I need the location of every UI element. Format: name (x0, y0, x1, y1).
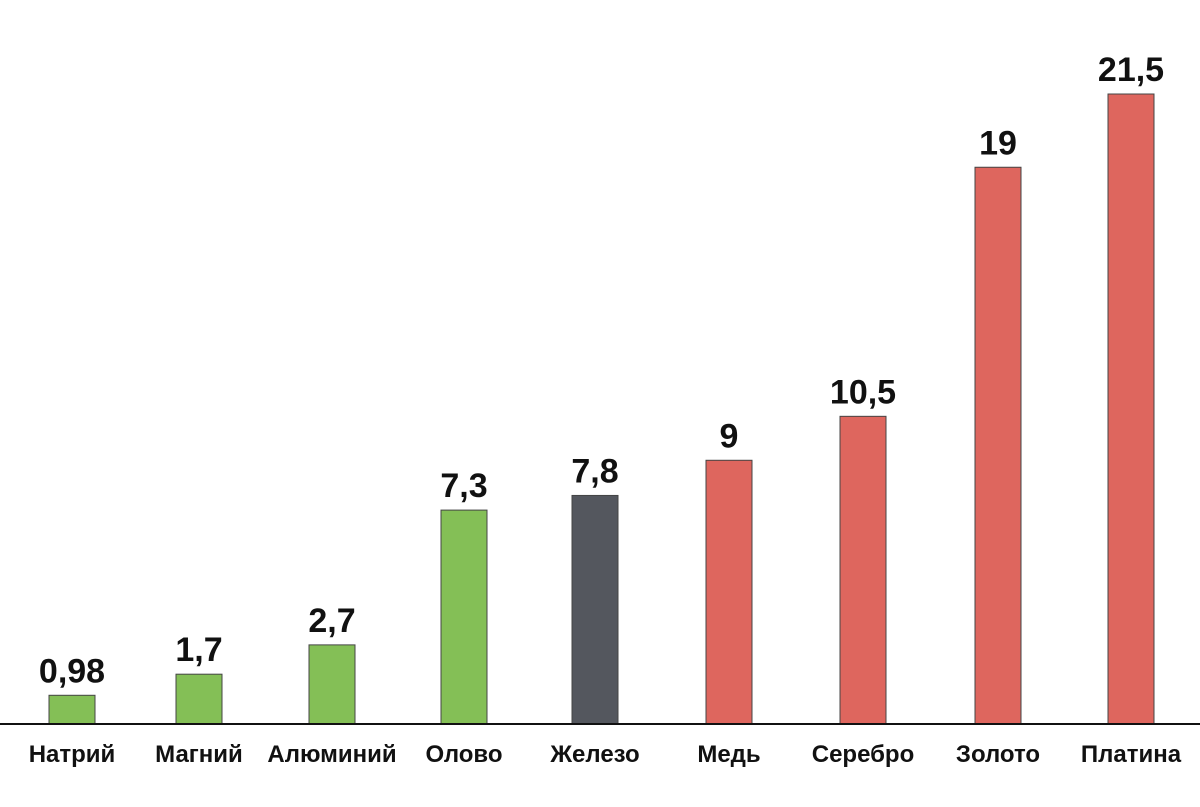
category-label-9: Платина (1081, 741, 1182, 768)
category-label-5: Железо (549, 741, 639, 768)
bar-4 (440, 509, 488, 725)
bars-group (48, 93, 1155, 725)
category-labels-group: Натрий Магний Алюминий Олово Железо Медь Сереб… (29, 741, 1182, 768)
value-label-1: 0,98 (39, 652, 105, 690)
value-label-4: 7,3 (440, 467, 487, 505)
category-label-6: Медь (697, 741, 760, 768)
value-label-3: 2,7 (308, 602, 355, 640)
value-label-9: 21,5 (1098, 51, 1164, 89)
bar-5 (571, 494, 619, 725)
value-label-2: 1,7 (175, 631, 222, 669)
category-label-1: Натрий (29, 741, 116, 768)
bar-8 (974, 166, 1022, 725)
value-label-5: 7,8 (571, 452, 618, 490)
value-label-8: 19 (979, 124, 1017, 162)
bar-1 (48, 694, 96, 725)
bar-6 (705, 459, 753, 725)
category-label-7: Серебро (812, 741, 915, 768)
category-label-3: Алюминий (267, 741, 396, 768)
bar-2 (175, 673, 223, 725)
value-label-7: 10,5 (830, 373, 896, 411)
category-label-2: Магний (155, 741, 243, 768)
bar-3 (308, 644, 356, 725)
category-label-8: Золото (956, 741, 1040, 768)
category-label-4: Олово (425, 741, 502, 768)
value-label-6: 9 (720, 417, 739, 455)
bar-7 (839, 415, 887, 725)
value-labels-group: 0,98 1,7 2,7 7,3 7,8 9 10,5 19 21,5 (39, 51, 1164, 690)
bar-9 (1107, 93, 1155, 725)
